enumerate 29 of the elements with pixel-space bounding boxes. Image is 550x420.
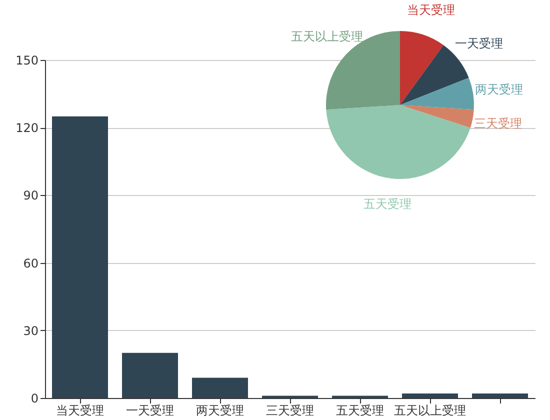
y-tick-label: 90 bbox=[23, 188, 38, 203]
y-tick-label: 0 bbox=[30, 392, 38, 406]
slice-label: 五天受理 bbox=[363, 197, 412, 212]
pie-slice bbox=[326, 31, 400, 110]
bar bbox=[402, 393, 458, 398]
slice-label: 三天受理 bbox=[474, 116, 522, 131]
y-tick-label: 150 bbox=[16, 54, 38, 68]
slice-label: 一天受理 bbox=[455, 36, 504, 51]
x-tick-label: 五天受理 bbox=[336, 404, 384, 418]
slice-label: 五天以上受理 bbox=[291, 30, 364, 44]
x-tick-label: 三天受理 bbox=[266, 404, 314, 418]
x-tick-label: 一天受理 bbox=[126, 404, 174, 418]
pie-slice bbox=[326, 105, 470, 179]
x-tick-label: 五天以上受理 bbox=[394, 404, 466, 418]
slice-label: 当天受理 bbox=[406, 2, 455, 17]
pie-slice bbox=[400, 45, 469, 105]
bar bbox=[52, 116, 108, 398]
y-tick-label: 120 bbox=[16, 121, 38, 136]
x-tick-label: 两天受理 bbox=[196, 404, 244, 418]
pie-slice bbox=[400, 105, 474, 128]
bar bbox=[192, 378, 248, 398]
y-tick-label: 60 bbox=[23, 256, 38, 270]
slice-label: 两天受理 bbox=[474, 82, 523, 96]
bar bbox=[122, 352, 178, 398]
pie-slice bbox=[400, 78, 474, 110]
y-tick-label: 30 bbox=[23, 324, 38, 338]
pie-slice bbox=[400, 31, 444, 105]
x-tick-label: 当天受理 bbox=[56, 404, 104, 418]
bar bbox=[472, 393, 528, 398]
